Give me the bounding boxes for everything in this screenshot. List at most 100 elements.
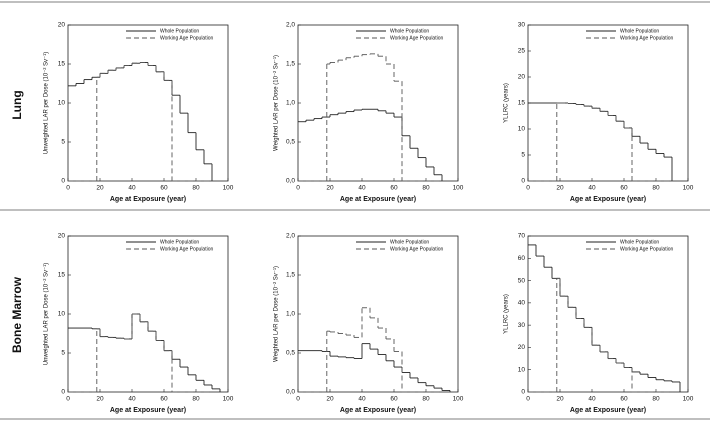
y-tick-label: 5 — [521, 152, 525, 159]
legend-label: Whole Population — [390, 239, 429, 245]
y-tick-label: 1,5 — [286, 272, 295, 279]
x-axis-label: Age at Exposure (year) — [340, 407, 416, 414]
x-tick-label: 60 — [390, 185, 398, 192]
x-tick-label: 80 — [192, 185, 200, 192]
y-tick-label: 2,0 — [286, 233, 295, 240]
row-label: Lung — [10, 90, 24, 119]
row-label: Bone Marrow — [10, 276, 24, 353]
y-tick-label: 30 — [518, 22, 526, 29]
plot-frame — [297, 235, 459, 393]
x-tick-label: 100 — [223, 396, 234, 403]
legend-label: Working Age Population — [160, 246, 213, 252]
x-tick-label: 60 — [160, 396, 168, 403]
x-tick-label: 20 — [326, 396, 334, 403]
x-tick-label: 80 — [422, 185, 430, 192]
plot-frame — [297, 24, 459, 182]
x-axis-label: Age at Exposure (year) — [570, 196, 646, 203]
y-tick-label: 10 — [518, 126, 526, 133]
x-tick-label: 0 — [66, 185, 70, 192]
legend-label: Working Age Population — [620, 246, 673, 252]
y-tick-label: 70 — [518, 233, 526, 240]
y-tick-label: 0 — [521, 389, 525, 396]
x-tick-label: 100 — [223, 185, 234, 192]
y-tick-label: 2,0 — [286, 22, 295, 29]
legend-label: Whole Population — [160, 28, 199, 34]
x-tick-label: 100 — [683, 396, 694, 403]
x-tick-label: 40 — [588, 396, 596, 403]
x-axis-label: Age at Exposure (year) — [340, 196, 416, 203]
x-tick-label: 20 — [556, 396, 564, 403]
x-tick-label: 60 — [390, 396, 398, 403]
x-tick-label: 40 — [358, 185, 366, 192]
y-tick-label: 30 — [518, 322, 526, 329]
y-tick-label: 20 — [518, 344, 526, 351]
legend-label: Working Age Population — [160, 35, 213, 41]
y-tick-label: 50 — [518, 277, 526, 284]
x-tick-label: 40 — [128, 396, 136, 403]
legend-label: Whole Population — [620, 239, 659, 245]
x-tick-label: 40 — [588, 185, 596, 192]
y-axis-label: Weighted LAR per Dose (10⁻² Sv⁻¹) — [274, 55, 280, 151]
y-tick-label: 20 — [518, 74, 526, 81]
x-tick-label: 80 — [192, 396, 200, 403]
y-tick-label: 5 — [61, 350, 65, 357]
y-tick-label: 0,5 — [286, 350, 295, 357]
x-tick-label: 0 — [66, 396, 70, 403]
x-tick-label: 20 — [326, 185, 334, 192]
x-tick-label: 0 — [526, 396, 530, 403]
y-axis-label: YLLRC (years) — [504, 294, 510, 334]
x-tick-label: 0 — [296, 185, 300, 192]
x-tick-label: 0 — [296, 396, 300, 403]
legend-label: Working Age Population — [620, 35, 673, 41]
legend-label: Whole Population — [620, 28, 659, 34]
y-tick-label: 0 — [61, 389, 65, 396]
x-tick-label: 100 — [683, 185, 694, 192]
x-tick-label: 20 — [96, 396, 104, 403]
x-axis-label: Age at Exposure (year) — [570, 407, 646, 414]
y-axis-label: YLLRC (years) — [504, 83, 510, 123]
y-tick-label: 20 — [58, 233, 66, 240]
y-tick-label: 0,0 — [286, 389, 295, 396]
legend-label: Working Age Population — [390, 246, 443, 252]
y-tick-label: 25 — [518, 48, 526, 55]
x-tick-label: 40 — [128, 185, 136, 192]
y-tick-label: 60 — [518, 255, 526, 262]
y-axis-label: Unweighted LAR per Dose (10⁻² Sv⁻¹) — [44, 52, 50, 154]
y-tick-label: 0,5 — [286, 139, 295, 146]
x-tick-label: 0 — [526, 185, 530, 192]
x-tick-label: 20 — [96, 185, 104, 192]
x-tick-label: 80 — [422, 396, 430, 403]
y-tick-label: 1,0 — [286, 100, 295, 107]
x-tick-label: 100 — [453, 396, 464, 403]
x-axis-label: Age at Exposure (year) — [110, 407, 186, 414]
x-tick-label: 40 — [358, 396, 366, 403]
y-tick-label: 15 — [58, 272, 66, 279]
y-tick-label: 10 — [58, 311, 66, 318]
y-tick-label: 10 — [518, 366, 526, 373]
x-tick-label: 60 — [620, 396, 628, 403]
y-tick-label: 1,5 — [286, 61, 295, 68]
y-tick-label: 0,0 — [286, 178, 295, 185]
y-tick-label: 40 — [518, 300, 526, 307]
plot-frame — [67, 235, 229, 393]
legend-label: Whole Population — [160, 239, 199, 245]
y-tick-label: 10 — [58, 100, 66, 107]
y-axis-label: Unweighted LAR per Dose (10⁻² Sv⁻¹) — [44, 263, 50, 365]
y-tick-label: 5 — [61, 139, 65, 146]
x-tick-label: 20 — [556, 185, 564, 192]
x-tick-label: 60 — [620, 185, 628, 192]
x-tick-label: 80 — [652, 185, 660, 192]
y-tick-label: 20 — [58, 22, 66, 29]
y-tick-label: 15 — [518, 100, 526, 107]
y-axis-label: Weighted LAR per Dose (10⁻² Sv⁻¹) — [274, 266, 280, 362]
y-tick-label: 15 — [58, 61, 66, 68]
x-tick-label: 60 — [160, 185, 168, 192]
legend-label: Working Age Population — [390, 35, 443, 41]
x-tick-label: 80 — [652, 396, 660, 403]
plot-frame — [527, 235, 689, 393]
y-tick-label: 0 — [61, 178, 65, 185]
x-tick-label: 100 — [453, 185, 464, 192]
x-axis-label: Age at Exposure (year) — [110, 196, 186, 203]
y-tick-label: 0 — [521, 178, 525, 185]
